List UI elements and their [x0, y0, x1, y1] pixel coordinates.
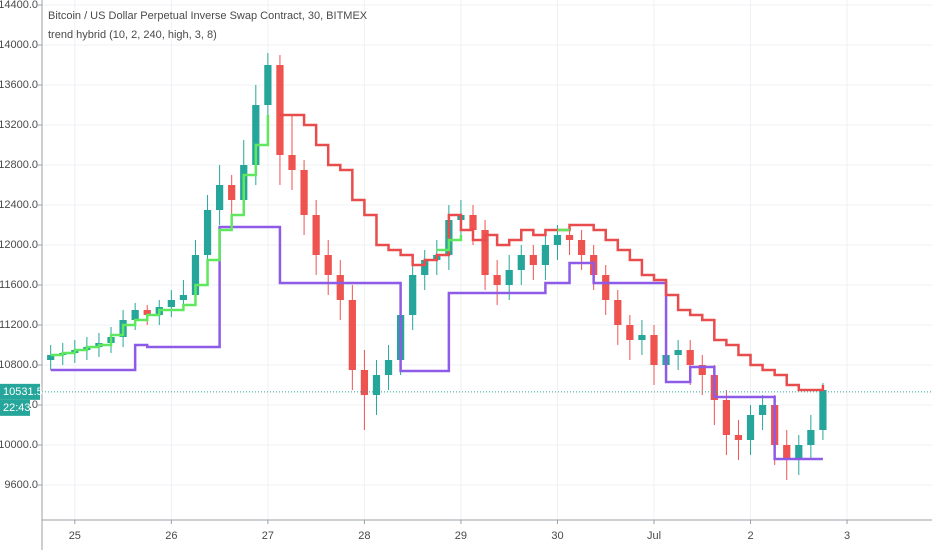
- candle-body: [131, 310, 139, 320]
- candle-body: [686, 350, 694, 365]
- x-tick-label: 27: [262, 530, 274, 542]
- candle-body: [807, 430, 815, 445]
- candle-body: [638, 335, 646, 340]
- candle-body: [734, 435, 743, 440]
- candle-body: [758, 405, 767, 415]
- y-tick-label: 9600.0: [4, 479, 38, 491]
- candle-body: [602, 275, 610, 300]
- candle-body: [300, 170, 308, 215]
- x-tick-label: 29: [455, 530, 467, 542]
- candle-body: [167, 300, 175, 307]
- y-tick-label: 14000.0: [0, 39, 38, 51]
- candle-body: [252, 105, 260, 165]
- countdown-box: [0, 399, 30, 416]
- candle-body: [179, 295, 188, 300]
- candle-body: [372, 375, 381, 395]
- x-tick-label: 25: [69, 530, 81, 542]
- candle-body: [819, 390, 827, 430]
- candle-body: [336, 275, 344, 300]
- x-tick-label: 26: [165, 530, 177, 542]
- y-tick-label: 10000.0: [0, 439, 38, 451]
- y-tick-label: 13600.0: [0, 79, 38, 91]
- candle-body: [553, 235, 562, 245]
- y-tick-label: 12800.0: [0, 159, 38, 171]
- candle-body: [203, 210, 212, 255]
- candle-body: [577, 240, 586, 255]
- y-tick-label: 12000.0: [0, 239, 38, 251]
- candle-body: [529, 255, 537, 265]
- trend-line: [279, 113, 825, 392]
- candle-body: [493, 275, 501, 285]
- candle-body: [517, 255, 525, 270]
- candle-body: [674, 350, 682, 355]
- chart-title: Bitcoin / US Dollar Perpetual Inverse Sw…: [48, 10, 368, 22]
- candle-body: [722, 400, 731, 435]
- y-tick-label: 10800.0: [0, 359, 38, 371]
- candle-body: [746, 415, 755, 440]
- candle-body: [626, 325, 634, 340]
- candle-body: [783, 445, 791, 460]
- x-tick-label: 28: [358, 530, 370, 542]
- y-tick-label: 12400.0: [0, 199, 38, 211]
- candle-body: [795, 445, 803, 460]
- candle-body: [650, 335, 658, 365]
- candle-body: [421, 260, 429, 275]
- y-tick-label: 14400.0: [0, 0, 38, 11]
- indicator-label: trend hybrid (10, 2, 240, high, 3, 8): [48, 29, 217, 41]
- trend-line: [50, 225, 823, 461]
- candle-body: [541, 245, 550, 265]
- candle-body: [614, 300, 622, 325]
- x-tick-label: 3: [844, 530, 850, 542]
- x-tick-label: Jul: [647, 530, 661, 542]
- candle-body: [276, 65, 284, 155]
- candle-body: [324, 255, 332, 275]
- candle-body: [215, 185, 224, 210]
- candle-body: [348, 300, 356, 370]
- y-tick-label: 13200.0: [0, 119, 38, 131]
- trend-line: [50, 115, 270, 357]
- candle-body: [228, 185, 236, 200]
- candle-body: [409, 275, 417, 315]
- candle-body: [565, 235, 574, 240]
- countdown-label: 22:43: [3, 402, 31, 414]
- y-tick-label: 11200.0: [0, 319, 38, 331]
- candle-body: [288, 155, 296, 170]
- candle-body: [264, 65, 272, 105]
- last-price-label: 10531.5: [3, 386, 43, 398]
- x-tick-label: 2: [747, 530, 753, 542]
- trend-line: [436, 235, 463, 252]
- candle-body: [505, 270, 513, 285]
- candle-body: [143, 310, 151, 315]
- candle-body: [191, 255, 200, 295]
- y-tick-label: 11600.0: [0, 279, 38, 291]
- candle-body: [384, 360, 393, 375]
- candle-body: [469, 215, 477, 230]
- candle-body: [312, 215, 320, 255]
- candle-body: [481, 230, 489, 275]
- last-price-box: [0, 383, 40, 400]
- x-tick-label: 30: [551, 530, 563, 542]
- candle-body: [360, 370, 369, 395]
- candle-body: [47, 355, 55, 360]
- candle-body: [698, 365, 706, 375]
